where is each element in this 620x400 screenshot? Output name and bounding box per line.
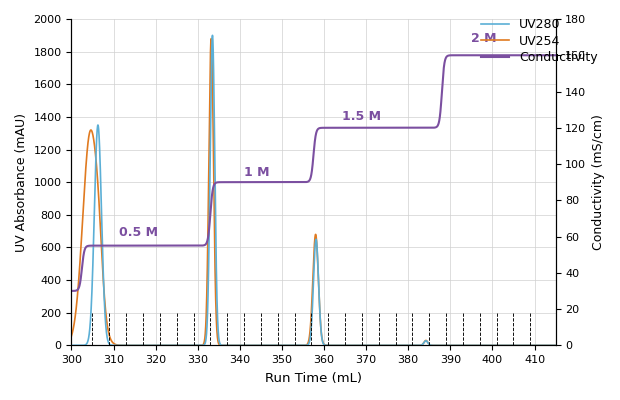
UV280 <box>375 343 383 348</box>
UV254 <box>427 343 434 348</box>
UV280 <box>427 343 434 348</box>
UV254 <box>354 343 361 348</box>
UV280 <box>495 343 503 348</box>
Conductivity <box>552 53 559 58</box>
Conductivity <box>92 243 99 248</box>
UV280 <box>354 343 361 348</box>
UV254 <box>495 343 503 348</box>
Line: UV280: UV280 <box>71 35 556 345</box>
Text: 2 M: 2 M <box>471 32 497 45</box>
Legend: UV280, UV254, Conductivity: UV280, UV254, Conductivity <box>478 14 601 68</box>
Conductivity <box>480 53 488 58</box>
UV254 <box>375 343 383 348</box>
Conductivity <box>354 125 361 130</box>
UV280 <box>453 343 460 348</box>
Y-axis label: Conductivity (mS/cm): Conductivity (mS/cm) <box>592 114 605 250</box>
UV254 <box>243 343 250 348</box>
UV254 <box>92 154 99 159</box>
Text: 1 M: 1 M <box>244 166 270 179</box>
Conductivity <box>68 288 75 293</box>
UV254 <box>208 36 215 41</box>
X-axis label: Run Time (mL): Run Time (mL) <box>265 372 362 385</box>
Conductivity <box>427 125 434 130</box>
Text: 0.5 M: 0.5 M <box>119 226 158 239</box>
UV280 <box>68 343 75 348</box>
UV280 <box>243 343 250 348</box>
UV254 <box>68 334 75 338</box>
UV254 <box>453 343 460 348</box>
Line: Conductivity: Conductivity <box>71 55 556 291</box>
UV280 <box>209 33 216 38</box>
UV254 <box>552 343 559 348</box>
Line: UV254: UV254 <box>71 38 556 345</box>
Y-axis label: UV Absorbance (mAU): UV Absorbance (mAU) <box>15 113 28 252</box>
UV280 <box>92 160 99 165</box>
Conductivity <box>375 125 383 130</box>
UV280 <box>552 343 559 348</box>
Conductivity <box>453 53 460 58</box>
Conductivity <box>243 180 250 184</box>
Text: 1.5 M: 1.5 M <box>342 110 381 124</box>
